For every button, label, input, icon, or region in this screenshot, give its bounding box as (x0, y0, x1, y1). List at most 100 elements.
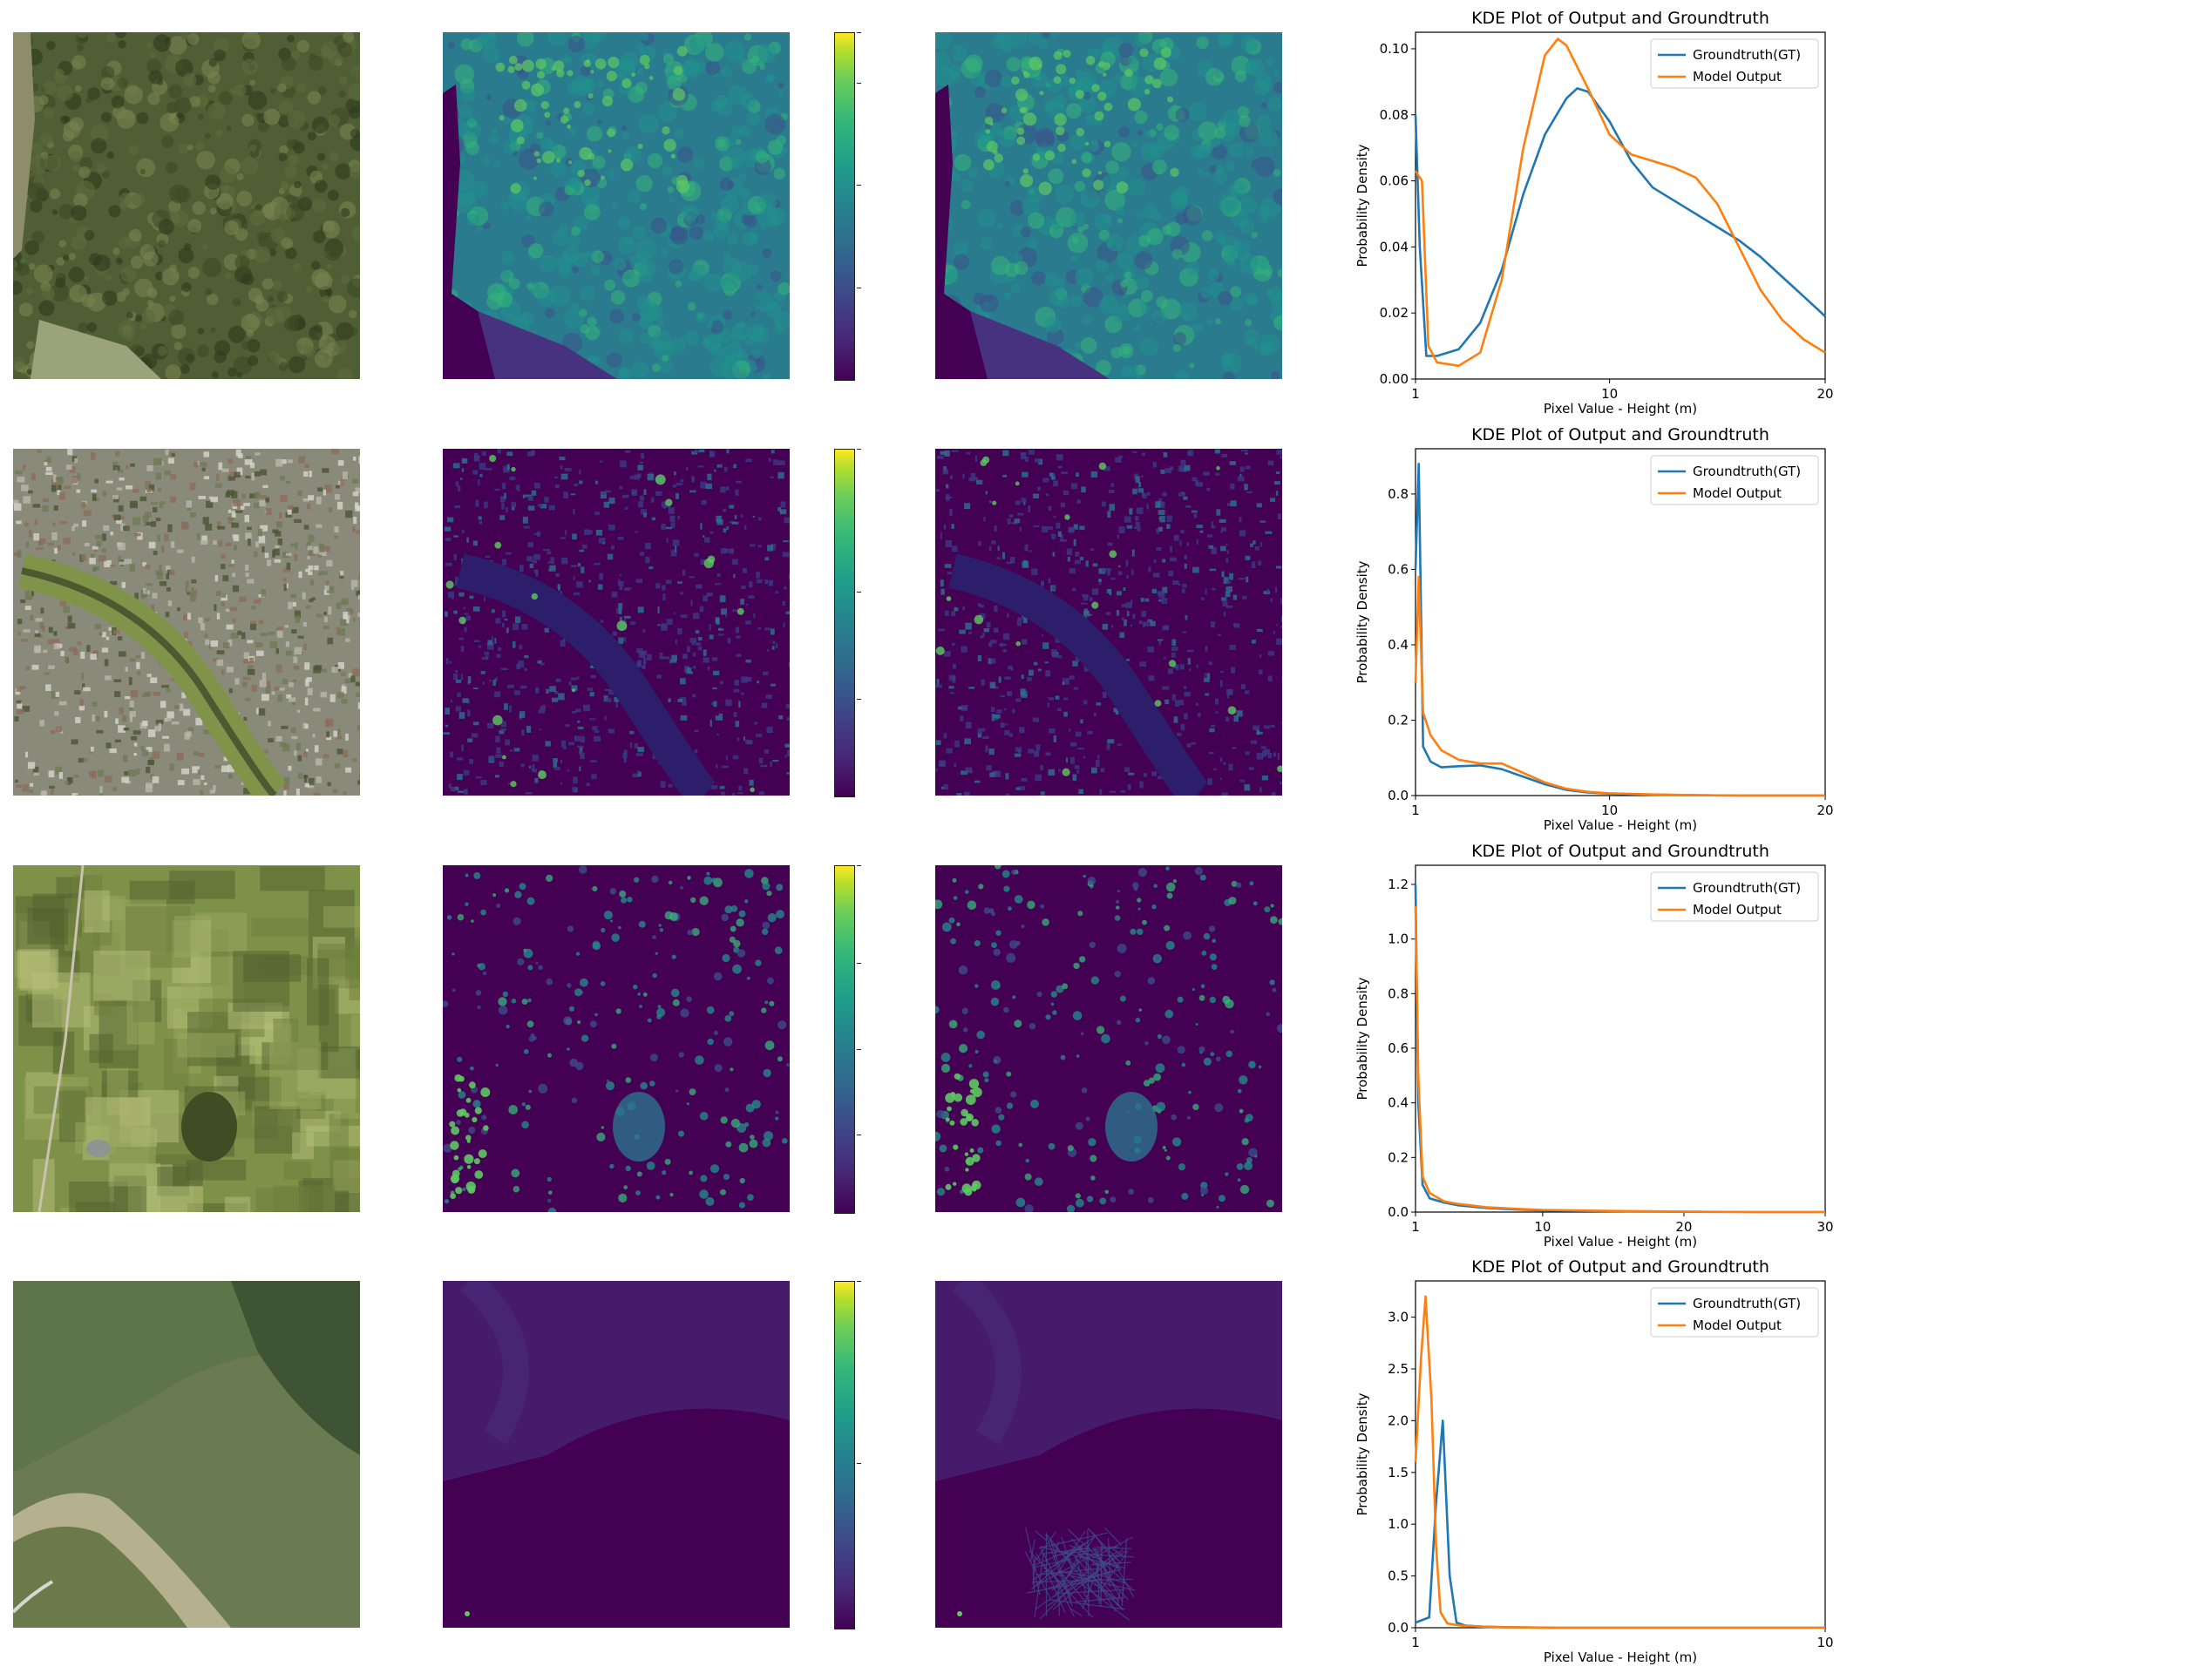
x-axis-label: Pixel Value - Height (m) (1544, 1234, 1697, 1250)
groundtruth-line (1414, 462, 1825, 797)
y-tick-label: 0.8 (1388, 486, 1409, 502)
y-tick-label: 0.8 (1388, 986, 1409, 1001)
y-tick-label: 0.08 (1380, 107, 1409, 123)
visual-image-panel (13, 449, 360, 796)
y-axis-label: Probability Density (1354, 977, 1370, 1100)
model-output-heatmap (935, 865, 1282, 1212)
y-axis-label: Probability Density (1354, 144, 1370, 267)
visual-image-panel (13, 865, 360, 1212)
legend-label: Groundtruth(GT) (1693, 464, 1801, 479)
height-map (935, 1281, 1282, 1628)
height-map (443, 32, 790, 379)
legend-box (1650, 1287, 1819, 1338)
legend-box (1650, 455, 1819, 505)
kde-plot: KDE Plot of Output and Groundtruth 0.00 0.… (1354, 9, 1834, 417)
aerial-photo (13, 449, 360, 796)
y-tick-label: 2.0 (1388, 1412, 1409, 1428)
gt-colorbar (834, 449, 855, 797)
model-output-line (1414, 37, 1826, 368)
legend: Groundtruth(GT) Model Output (1650, 455, 1819, 505)
legend-label: Model Output (1693, 902, 1782, 918)
groundtruth-heatmap (443, 1281, 790, 1628)
legend-box (1650, 38, 1819, 89)
groundtruth-heatmap (443, 865, 790, 1212)
result-row: KDE Plot of Output and Groundtruth 0.0 0.2… (0, 417, 2193, 833)
y-tick-label: 0.4 (1388, 637, 1409, 653)
y-tick-label: 3.0 (1388, 1310, 1409, 1325)
groundtruth-line (1414, 884, 1825, 1214)
y-axis-label: Probability Density (1354, 560, 1370, 683)
x-tick-label: 1 (1411, 1219, 1420, 1235)
y-tick-label: 0.6 (1388, 1040, 1409, 1056)
model-output-heatmap (935, 1281, 1282, 1628)
chart-title: KDE Plot of Output and Groundtruth (1471, 9, 1769, 28)
plot-frame (1415, 448, 1826, 796)
result-row: KDE Plot of Output and Groundtruth 0.0 0.5… (0, 1249, 2193, 1665)
plot-frame (1415, 31, 1826, 380)
legend-label: Groundtruth(GT) (1693, 1296, 1801, 1311)
result-row: KDE Plot of Output and Groundtruth 0.00 0.… (0, 0, 2193, 417)
model-output-line (1414, 575, 1825, 797)
x-tick-label: 10 (1601, 386, 1618, 402)
groundtruth-line (1414, 87, 1826, 357)
y-tick-label: 0.0 (1388, 1620, 1409, 1636)
x-axis-label: Pixel Value - Height (m) (1544, 401, 1697, 417)
y-tick-label: 0.06 (1380, 173, 1409, 189)
model-output-heatmap (935, 449, 1282, 796)
kde-plot: KDE Plot of Output and Groundtruth 0.0 0.2… (1354, 842, 1834, 1250)
y-tick-label: 0.10 (1380, 41, 1409, 57)
x-axis-label: Pixel Value - Height (m) (1544, 817, 1697, 833)
y-tick-label: 1.0 (1388, 1516, 1409, 1532)
y-tick-label: 0.04 (1380, 239, 1409, 254)
x-tick-label: 20 (1675, 1219, 1692, 1235)
y-tick-label: 0.6 (1388, 561, 1409, 577)
x-tick-label: 20 (1816, 386, 1833, 402)
legend: Groundtruth(GT) Model Output (1650, 38, 1819, 89)
y-tick-label: 0.2 (1388, 1149, 1409, 1165)
x-tick-label: 1 (1411, 386, 1420, 402)
aerial-photo (13, 865, 360, 1212)
height-map (935, 449, 1282, 796)
gt-colorbar (834, 1281, 855, 1629)
chart-title: KDE Plot of Output and Groundtruth (1471, 1257, 1769, 1277)
model-output-line (1414, 905, 1825, 1214)
x-tick-label: 10 (1534, 1219, 1551, 1235)
height-map (443, 865, 790, 1212)
groundtruth-heatmap (443, 32, 790, 379)
gt-colorbar (834, 865, 855, 1214)
x-tick-label: 1 (1411, 803, 1420, 818)
x-tick-label: 10 (1601, 803, 1618, 818)
aerial-photo (13, 32, 360, 379)
legend-label: Model Output (1693, 69, 1782, 85)
visual-image-panel (13, 32, 360, 379)
groundtruth-line (1415, 1419, 1825, 1629)
height-map (443, 1281, 790, 1628)
legend-label: Model Output (1693, 1318, 1782, 1333)
y-tick-label: 0.02 (1380, 305, 1409, 321)
y-tick-label: 0.0 (1388, 1204, 1409, 1220)
chart-title: KDE Plot of Output and Groundtruth (1471, 842, 1769, 861)
height-map (935, 865, 1282, 1212)
y-tick-label: 0.2 (1388, 712, 1409, 728)
y-tick-label: 1.5 (1388, 1465, 1409, 1480)
model-output-heatmap (935, 32, 1282, 379)
legend-box (1650, 871, 1819, 922)
visual-image-panel (13, 1281, 360, 1628)
kde-plot: KDE Plot of Output and Groundtruth 0.0 0.5… (1354, 1257, 1834, 1665)
legend-label: Groundtruth(GT) (1693, 47, 1801, 63)
y-tick-label: 0.00 (1380, 371, 1409, 387)
y-tick-label: 2.5 (1388, 1361, 1409, 1377)
x-tick-label: 30 (1816, 1219, 1833, 1235)
kde-plot: KDE Plot of Output and Groundtruth 0.0 0.2… (1354, 425, 1834, 833)
result-row: KDE Plot of Output and Groundtruth 0.0 0.2… (0, 833, 2193, 1250)
aerial-photo (13, 1281, 360, 1628)
legend: Groundtruth(GT) Model Output (1650, 871, 1819, 922)
legend-label: Model Output (1693, 485, 1782, 501)
height-map (443, 449, 790, 796)
legend-label: Groundtruth(GT) (1693, 880, 1801, 896)
x-axis-label: Pixel Value - Height (m) (1544, 1650, 1697, 1665)
legend: Groundtruth(GT) Model Output (1650, 1287, 1819, 1338)
x-tick-label: 1 (1411, 1635, 1420, 1650)
x-tick-label: 10 (1816, 1635, 1833, 1650)
chart-title: KDE Plot of Output and Groundtruth (1471, 425, 1769, 444)
